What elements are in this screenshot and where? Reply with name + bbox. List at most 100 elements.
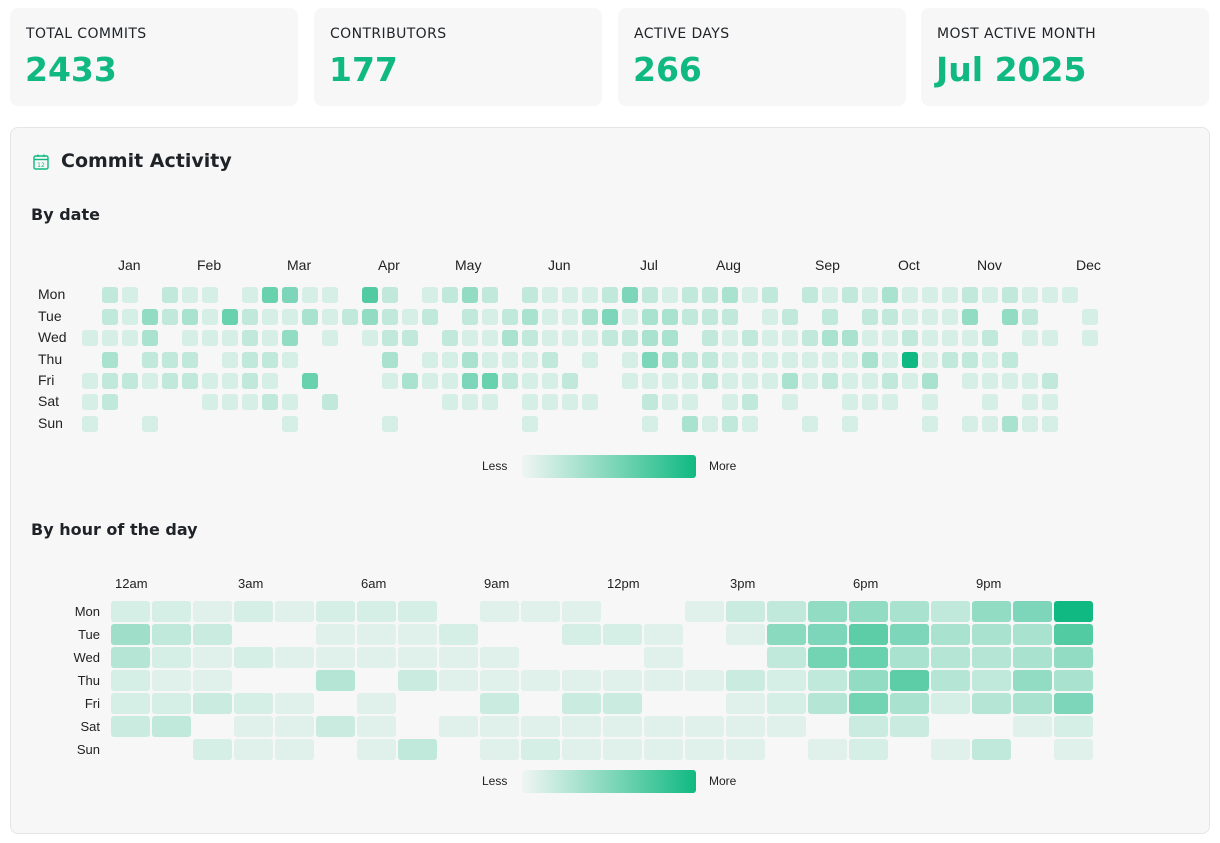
heatmap-cell[interactable] <box>822 373 838 389</box>
heatmap-cell[interactable] <box>642 352 658 368</box>
heatmap-cell[interactable] <box>1042 330 1058 346</box>
heatmap-cell[interactable] <box>922 394 938 410</box>
heatmap-cell[interactable] <box>931 624 970 645</box>
heatmap-cell[interactable] <box>111 647 150 668</box>
heatmap-cell[interactable] <box>1062 394 1078 410</box>
heatmap-cell[interactable] <box>972 716 1011 737</box>
heatmap-cell[interactable] <box>439 670 478 691</box>
heatmap-cell[interactable] <box>644 693 683 714</box>
heatmap-cell[interactable] <box>234 647 273 668</box>
heatmap-cell[interactable] <box>382 373 398 389</box>
heatmap-cell[interactable] <box>742 373 758 389</box>
heatmap-cell[interactable] <box>702 373 718 389</box>
heatmap-cell[interactable] <box>726 624 765 645</box>
heatmap-cell[interactable] <box>562 416 578 432</box>
heatmap-cell[interactable] <box>1022 352 1038 368</box>
heatmap-cell[interactable] <box>603 601 642 622</box>
heatmap-cell[interactable] <box>398 670 437 691</box>
heatmap-cell[interactable] <box>316 624 355 645</box>
heatmap-cell[interactable] <box>102 287 118 303</box>
heatmap-cell[interactable] <box>316 693 355 714</box>
heatmap-cell[interactable] <box>1054 693 1093 714</box>
heatmap-cell[interactable] <box>662 373 678 389</box>
heatmap-cell[interactable] <box>322 287 338 303</box>
heatmap-cell[interactable] <box>102 416 118 432</box>
heatmap-cell[interactable] <box>862 287 878 303</box>
heatmap-cell[interactable] <box>102 373 118 389</box>
heatmap-cell[interactable] <box>482 352 498 368</box>
heatmap-cell[interactable] <box>782 287 798 303</box>
heatmap-cell[interactable] <box>142 352 158 368</box>
heatmap-cell[interactable] <box>849 716 888 737</box>
heatmap-cell[interactable] <box>1022 330 1038 346</box>
heatmap-cell[interactable] <box>234 739 273 760</box>
heatmap-cell[interactable] <box>193 693 232 714</box>
heatmap-cell[interactable] <box>282 373 298 389</box>
heatmap-cell[interactable] <box>602 373 618 389</box>
heatmap-cell[interactable] <box>931 716 970 737</box>
heatmap-cell[interactable] <box>1062 416 1078 432</box>
heatmap-cell[interactable] <box>234 624 273 645</box>
heatmap-cell[interactable] <box>482 394 498 410</box>
heatmap-cell[interactable] <box>439 693 478 714</box>
heatmap-cell[interactable] <box>862 330 878 346</box>
heatmap-cell[interactable] <box>521 624 560 645</box>
heatmap-cell[interactable] <box>202 394 218 410</box>
heatmap-cell[interactable] <box>562 670 601 691</box>
heatmap-cell[interactable] <box>822 416 838 432</box>
heatmap-cell[interactable] <box>242 394 258 410</box>
heatmap-cell[interactable] <box>762 330 778 346</box>
heatmap-cell[interactable] <box>782 394 798 410</box>
heatmap-cell[interactable] <box>662 330 678 346</box>
heatmap-cell[interactable] <box>782 330 798 346</box>
heatmap-cell[interactable] <box>422 287 438 303</box>
heatmap-cell[interactable] <box>402 394 418 410</box>
heatmap-cell[interactable] <box>582 287 598 303</box>
heatmap-cell[interactable] <box>603 739 642 760</box>
heatmap-cell[interactable] <box>849 670 888 691</box>
heatmap-cell[interactable] <box>152 716 191 737</box>
heatmap-cell[interactable] <box>1082 373 1098 389</box>
heatmap-cell[interactable] <box>182 394 198 410</box>
heatmap-cell[interactable] <box>603 693 642 714</box>
heatmap-cell[interactable] <box>439 716 478 737</box>
heatmap-cell[interactable] <box>742 287 758 303</box>
heatmap-cell[interactable] <box>1062 330 1078 346</box>
heatmap-cell[interactable] <box>382 309 398 325</box>
heatmap-cell[interactable] <box>849 624 888 645</box>
heatmap-cell[interactable] <box>480 739 519 760</box>
heatmap-cell[interactable] <box>262 330 278 346</box>
heatmap-cell[interactable] <box>702 394 718 410</box>
heatmap-cell[interactable] <box>316 739 355 760</box>
heatmap-cell[interactable] <box>722 394 738 410</box>
heatmap-cell[interactable] <box>842 352 858 368</box>
heatmap-cell[interactable] <box>398 716 437 737</box>
heatmap-cell[interactable] <box>622 373 638 389</box>
heatmap-cell[interactable] <box>767 601 806 622</box>
heatmap-cell[interactable] <box>142 416 158 432</box>
heatmap-cell[interactable] <box>982 309 998 325</box>
heatmap-cell[interactable] <box>522 309 538 325</box>
heatmap-cell[interactable] <box>202 373 218 389</box>
heatmap-cell[interactable] <box>902 309 918 325</box>
heatmap-cell[interactable] <box>1013 601 1052 622</box>
heatmap-cell[interactable] <box>502 309 518 325</box>
heatmap-cell[interactable] <box>422 394 438 410</box>
heatmap-cell[interactable] <box>111 624 150 645</box>
heatmap-cell[interactable] <box>522 330 538 346</box>
heatmap-cell[interactable] <box>222 330 238 346</box>
heatmap-cell[interactable] <box>193 647 232 668</box>
heatmap-cell[interactable] <box>685 601 724 622</box>
heatmap-cell[interactable] <box>522 416 538 432</box>
heatmap-cell[interactable] <box>182 416 198 432</box>
heatmap-cell[interactable] <box>862 416 878 432</box>
heatmap-cell[interactable] <box>342 416 358 432</box>
heatmap-cell[interactable] <box>802 394 818 410</box>
heatmap-cell[interactable] <box>122 309 138 325</box>
heatmap-cell[interactable] <box>942 352 958 368</box>
heatmap-cell[interactable] <box>562 601 601 622</box>
heatmap-cell[interactable] <box>644 601 683 622</box>
heatmap-cell[interactable] <box>398 624 437 645</box>
heatmap-cell[interactable] <box>1082 394 1098 410</box>
heatmap-cell[interactable] <box>111 716 150 737</box>
